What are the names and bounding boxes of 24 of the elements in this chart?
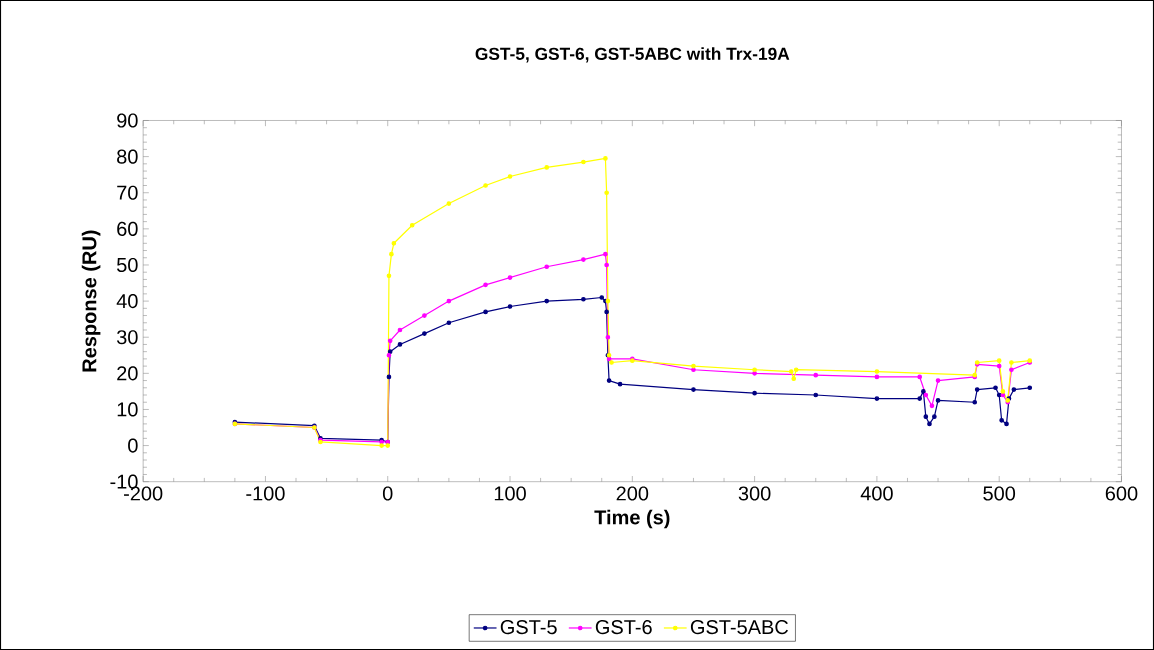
legend-label: GST-5	[500, 619, 557, 635]
x-tick-label: 100	[494, 486, 526, 501]
x-tick-label: 500	[983, 486, 1016, 501]
y-tick-label: 40	[116, 293, 138, 309]
y-tick-label: 50	[117, 257, 138, 272]
y-tick-label: 20	[117, 366, 138, 381]
y-tick-label: 80	[117, 149, 138, 164]
y-tick-label: 90	[117, 113, 138, 128]
chart-title: GST-5, GST-6, GST-5ABC with Trx-19A	[475, 47, 790, 63]
legend-label: GST-5ABC	[690, 619, 789, 635]
x-tick-label: 300	[738, 486, 771, 501]
x-tick-label: 600	[1105, 486, 1138, 501]
y-tick-label: 0	[128, 438, 138, 453]
y-tick-label: 10	[117, 402, 138, 417]
x-tick-label: 400	[860, 486, 893, 501]
x-tick-label: -100	[246, 486, 285, 501]
x-tick-label: 200	[616, 486, 649, 501]
y-tick-label: 60	[117, 221, 138, 236]
x-tick-label: 0	[382, 486, 393, 501]
legend-label: GST-6	[595, 619, 652, 635]
y-tick-label: 30	[116, 330, 138, 345]
x-axis-title: Time (s)	[594, 509, 670, 529]
y-tick-label: 70	[117, 185, 138, 200]
y-axis-title: Response (RU)	[81, 230, 101, 372]
